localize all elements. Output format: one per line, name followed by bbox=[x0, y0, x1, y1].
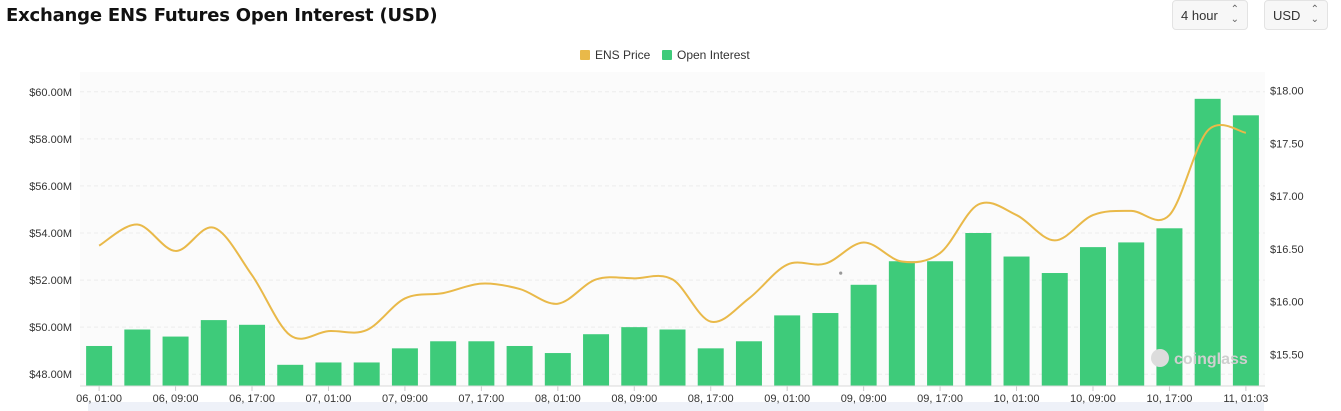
oi-bar bbox=[239, 324, 266, 386]
page-title: Exchange ENS Futures Open Interest (USD) bbox=[6, 5, 438, 26]
x-tick-label: 08, 17:00 bbox=[688, 393, 734, 405]
coinglass-logo-icon bbox=[1151, 349, 1169, 367]
y-right-tick-label: $18.00 bbox=[1270, 86, 1304, 98]
y-left-tick-label: $48.00M bbox=[29, 369, 72, 381]
oi-bar bbox=[888, 261, 915, 386]
oi-bar bbox=[965, 233, 992, 386]
oi-bar bbox=[1118, 242, 1145, 386]
interval-value: 4 hour bbox=[1181, 7, 1218, 23]
oi-bar bbox=[1003, 256, 1030, 386]
x-tick-label: 06, 01:00 bbox=[76, 393, 122, 405]
oi-bar bbox=[1194, 98, 1221, 387]
oi-bar bbox=[315, 362, 342, 386]
y-right-tick-label: $17.50 bbox=[1270, 138, 1304, 150]
x-tick-label: 08, 09:00 bbox=[611, 393, 657, 405]
oi-bar bbox=[353, 362, 380, 386]
oi-chart: $48.00M $50.00M $52.00M $54.00M $56.00M $58.0… bbox=[29, 48, 1304, 411]
chevron-updown-icon: ⌃ ⌄ bbox=[1310, 4, 1319, 25]
x-tick-label: 06, 09:00 bbox=[153, 393, 199, 405]
oi-bar bbox=[850, 284, 877, 386]
x-tick-label: 10, 09:00 bbox=[1070, 393, 1116, 405]
oi-bar bbox=[697, 348, 724, 386]
ens-price-line bbox=[98, 124, 1247, 340]
legend-oi-label[interactable]: Open Interest bbox=[677, 48, 750, 62]
oi-bar bbox=[621, 327, 648, 386]
x-tick-label: 10, 01:00 bbox=[994, 393, 1040, 405]
oi-bar bbox=[430, 341, 457, 386]
y-right-tick-label: $15.50 bbox=[1270, 349, 1304, 361]
x-tick-label: 11, 01:03 bbox=[1223, 393, 1268, 405]
oi-bar bbox=[812, 313, 839, 386]
x-tick-label: 08, 01:00 bbox=[535, 393, 581, 405]
y-left-tick-label: $50.00M bbox=[29, 322, 72, 334]
currency-value: USD bbox=[1273, 7, 1301, 23]
oi-bar bbox=[277, 364, 304, 386]
oi-bar bbox=[391, 348, 418, 386]
open-interest-bars bbox=[86, 98, 1259, 387]
oi-bar bbox=[162, 336, 189, 386]
legend-oi-swatch[interactable] bbox=[662, 50, 672, 60]
x-tick-label: 06, 17:00 bbox=[229, 393, 275, 405]
y-left-tick-label: $60.00M bbox=[29, 87, 72, 99]
interval-select[interactable]: 4 hour ⌃ ⌄ bbox=[1172, 0, 1248, 30]
y-right-tick-label: $16.50 bbox=[1270, 244, 1304, 256]
y-right-tick-label: $16.00 bbox=[1270, 297, 1304, 309]
currency-select[interactable]: USD ⌃ ⌄ bbox=[1264, 0, 1328, 30]
legend-price-swatch[interactable] bbox=[580, 50, 590, 60]
x-tick-label: 09, 09:00 bbox=[841, 393, 887, 405]
x-tick-label: 09, 17:00 bbox=[917, 393, 963, 405]
legend-price-label[interactable]: ENS Price bbox=[595, 48, 651, 62]
oi-bar bbox=[1041, 273, 1068, 386]
oi-bar bbox=[1079, 247, 1106, 386]
x-tick-label: 10, 17:00 bbox=[1146, 393, 1192, 405]
price-marker-dot bbox=[839, 271, 843, 275]
oi-bar bbox=[583, 334, 610, 386]
oi-bar bbox=[927, 261, 954, 386]
x-tick-label: 09, 01:00 bbox=[764, 393, 810, 405]
oi-bar bbox=[735, 341, 762, 386]
chevron-updown-icon: ⌃ ⌄ bbox=[1230, 4, 1239, 25]
oi-bar bbox=[1232, 115, 1259, 387]
x-tick-label: 07, 09:00 bbox=[382, 393, 428, 405]
legend[interactable]: ENS Price Open Interest bbox=[580, 48, 750, 62]
x-axis-band bbox=[88, 402, 1264, 411]
oi-bar bbox=[659, 329, 686, 386]
price-line-layer bbox=[98, 124, 1247, 340]
x-tick-label: 07, 01:00 bbox=[306, 393, 352, 405]
oi-bar bbox=[544, 353, 571, 386]
oi-bar bbox=[86, 345, 113, 386]
y-left-tick-label: $56.00M bbox=[29, 181, 72, 193]
watermark-text: coinglass bbox=[1174, 351, 1248, 368]
y-left-tick-label: $52.00M bbox=[29, 275, 72, 287]
oi-bar bbox=[774, 315, 801, 386]
oi-bar bbox=[506, 345, 533, 386]
oi-bar bbox=[124, 329, 151, 386]
watermark: coinglass bbox=[1151, 349, 1248, 368]
y-left-tick-label: $58.00M bbox=[29, 134, 72, 146]
oi-bar bbox=[468, 341, 495, 386]
x-tick-label: 07, 17:00 bbox=[458, 393, 504, 405]
y-right-tick-label: $17.00 bbox=[1270, 191, 1304, 203]
y-left-tick-label: $54.00M bbox=[29, 228, 72, 240]
oi-bar bbox=[200, 320, 227, 386]
